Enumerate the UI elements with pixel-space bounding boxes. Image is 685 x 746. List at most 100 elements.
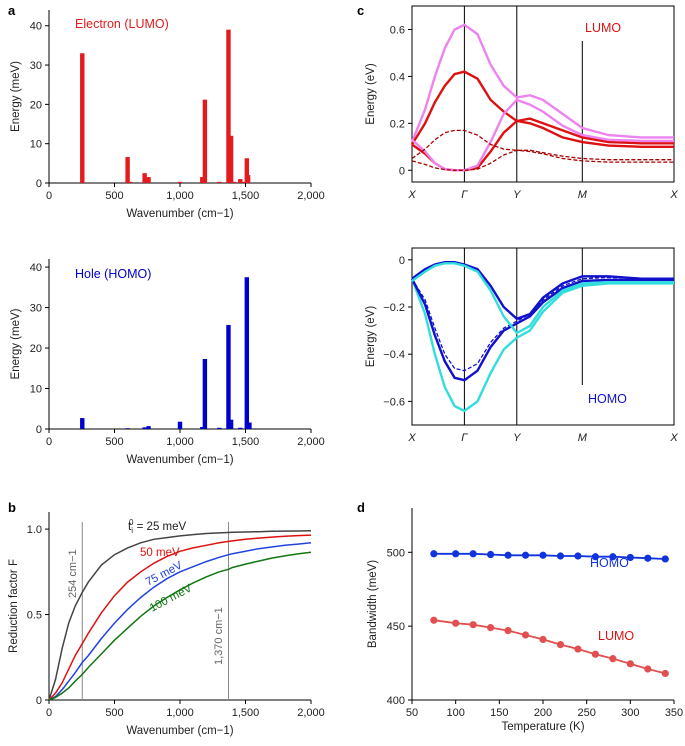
band-line <box>410 23 674 143</box>
data-point <box>504 551 512 559</box>
y-axis-label: Energy (eV) <box>365 63 377 125</box>
y-tick-label: −0.6 <box>383 396 405 408</box>
y-axis-label: Bandwidth (meV) <box>367 560 379 648</box>
data-point <box>626 553 634 562</box>
series-line <box>48 534 312 701</box>
data-point <box>452 550 460 558</box>
y-tick-label: 0 <box>399 255 405 267</box>
curve-label-25: ti0 = 25 meV <box>128 518 187 535</box>
reduction-factor-chart: 0 500 1,000 1,500 2,000 0 0.5 1.0 Wavenumber (cm… <box>8 512 325 737</box>
curve-label-part: t <box>128 521 132 533</box>
bar <box>244 277 250 429</box>
x-tick-label: 2,000 <box>297 707 325 719</box>
data-point <box>504 626 512 635</box>
y-axis-label: Energy (meV) <box>10 308 22 379</box>
data-point <box>521 551 530 559</box>
data-point <box>644 554 652 562</box>
bar <box>146 426 151 429</box>
curve-label-part: i <box>131 526 133 535</box>
x-tick-label: 300 <box>621 707 639 719</box>
x-tick-label: 500 <box>105 190 123 202</box>
y-tick-label: 10 <box>30 384 42 396</box>
data-point <box>661 555 669 563</box>
bar <box>128 181 133 183</box>
band-line <box>410 278 674 382</box>
x-tick-label: 100 <box>446 707 464 719</box>
x-tick-label: 1,500 <box>232 190 260 202</box>
bar <box>228 135 234 183</box>
data-point <box>521 631 530 639</box>
bar <box>202 358 208 429</box>
k-point-label: X <box>407 189 416 201</box>
band-line <box>411 276 674 372</box>
data-point <box>591 553 600 561</box>
y-tick-label: 0 <box>399 165 405 177</box>
data-point <box>556 552 565 560</box>
x-tick-label: 1,000 <box>166 707 194 719</box>
y-tick-label: 40 <box>30 262 42 274</box>
data-point <box>452 619 460 627</box>
curve-label-part: 0 <box>129 518 134 527</box>
x-axis-label: Wavenumber (cm−1) <box>126 208 233 220</box>
y-tick-label: 1.0 <box>27 524 42 536</box>
bar <box>200 426 205 429</box>
bar <box>226 324 231 429</box>
series-line <box>48 542 312 701</box>
x-tick-label: 500 <box>105 707 123 719</box>
y-tick-label: 0.2 <box>390 118 405 130</box>
x-tick-label: 350 <box>665 707 683 719</box>
data-point <box>430 550 438 558</box>
data-point <box>661 669 669 678</box>
bar <box>238 179 243 183</box>
band-line <box>410 278 674 413</box>
data-point <box>556 641 565 649</box>
lumo-band-structure-chart: 0 0.2 0.4 0.6 X Γ Y M X Energy (eV) LUMO <box>365 5 678 201</box>
x-axis-label: Wavenumber (cm−1) <box>126 454 233 466</box>
y-tick-label: 0 <box>36 695 42 707</box>
x-tick-label: 200 <box>534 707 552 719</box>
band-line <box>411 149 674 171</box>
data-point <box>609 553 617 561</box>
k-point-label: X <box>669 432 678 444</box>
y-tick-label: 30 <box>30 303 42 315</box>
y-axis-label: Reduction factor F <box>8 559 20 653</box>
data-point <box>574 645 582 653</box>
plot-frame <box>411 247 675 426</box>
x-tick-label: 2,000 <box>297 190 325 202</box>
bar <box>80 418 85 429</box>
k-point-label: Y <box>513 189 521 201</box>
data-point <box>469 621 477 629</box>
x-tick-label: 2,000 <box>297 436 325 448</box>
data-point <box>487 624 495 632</box>
panel-label-a: a <box>8 3 16 18</box>
y-tick-label: 20 <box>30 343 42 355</box>
x-tick-label: 0 <box>46 190 52 202</box>
y-tick-label: 400 <box>387 695 405 707</box>
y-tick-label: 0 <box>36 424 42 436</box>
plot-frame <box>411 5 675 183</box>
bar <box>241 181 247 183</box>
band-line <box>411 98 674 172</box>
x-tick-label: 1,500 <box>232 436 260 448</box>
x-tick-label: 150 <box>490 707 508 719</box>
panel-label-c: c <box>357 3 364 18</box>
x-tick-label: 0 <box>46 707 52 719</box>
band-line <box>411 262 674 335</box>
y-axis-label: Energy (eV) <box>365 306 377 368</box>
x-tick-label: 1,000 <box>166 436 194 448</box>
data-point <box>574 552 582 560</box>
homo-band-structure-chart: 0 −0.2 −0.4 −0.6 X Γ Y M X Energy (eV) HOMO <box>365 247 678 444</box>
bar <box>125 157 130 183</box>
bar <box>200 177 205 183</box>
data-point <box>487 550 495 559</box>
chart-title: Hole (HOMO) <box>75 267 151 281</box>
y-tick-label: 30 <box>30 60 42 72</box>
bar <box>245 175 251 183</box>
k-point-label: Γ <box>461 189 468 201</box>
curve-label-75: 75 meV <box>144 559 185 588</box>
band-line <box>410 70 674 146</box>
curve-label-part: = 25 meV <box>133 521 186 533</box>
y-axis-label: Energy (meV) <box>10 61 22 132</box>
bar <box>142 427 147 429</box>
annotation-254: 254 cm−1 <box>67 549 79 598</box>
